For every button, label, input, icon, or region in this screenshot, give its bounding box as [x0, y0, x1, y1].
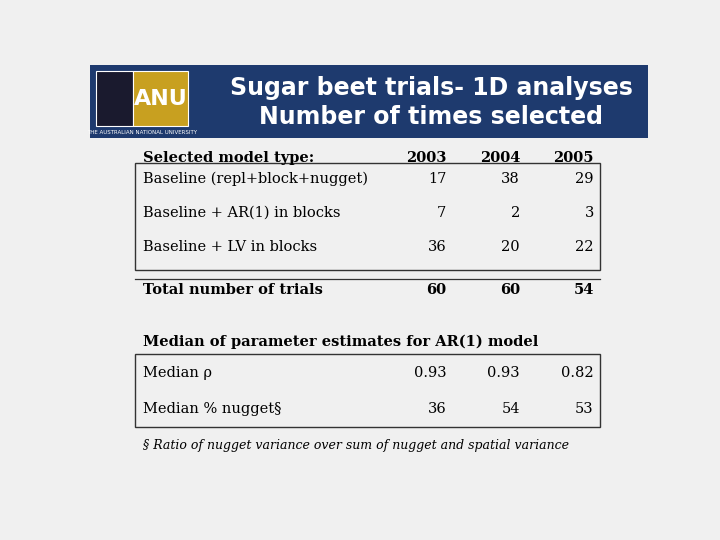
FancyBboxPatch shape [96, 71, 133, 126]
Text: Selected model type:: Selected model type: [143, 151, 314, 165]
Text: § Ratio of nugget variance over sum of nugget and spatial variance: § Ratio of nugget variance over sum of n… [143, 440, 569, 453]
Text: 29: 29 [575, 172, 594, 186]
Text: 0.93: 0.93 [487, 366, 520, 380]
Text: Total number of trials: Total number of trials [143, 282, 323, 296]
Text: 22: 22 [575, 240, 594, 254]
Text: 20: 20 [502, 240, 520, 254]
Text: 60: 60 [426, 282, 446, 296]
Text: 54: 54 [502, 402, 520, 416]
Text: Baseline + AR(1) in blocks: Baseline + AR(1) in blocks [143, 206, 340, 220]
Text: Number of times selected: Number of times selected [259, 105, 603, 129]
FancyBboxPatch shape [90, 65, 648, 138]
Text: 7: 7 [437, 206, 446, 220]
Text: 2: 2 [511, 206, 520, 220]
Text: 0.93: 0.93 [414, 366, 446, 380]
Text: Sugar beet trials- 1D analyses: Sugar beet trials- 1D analyses [230, 76, 632, 100]
Text: 54: 54 [573, 282, 594, 296]
Text: Median % nugget§: Median % nugget§ [143, 402, 281, 416]
Text: Median ρ: Median ρ [143, 366, 212, 380]
Text: 60: 60 [500, 282, 520, 296]
Text: 0.82: 0.82 [561, 366, 594, 380]
Text: 38: 38 [501, 172, 520, 186]
Text: THE AUSTRALIAN NATIONAL UNIVERSITY: THE AUSTRALIAN NATIONAL UNIVERSITY [87, 130, 197, 135]
Text: 3: 3 [585, 206, 594, 220]
Text: 53: 53 [575, 402, 594, 416]
Text: ANU: ANU [134, 89, 187, 109]
Text: 17: 17 [428, 172, 446, 186]
Text: Baseline + LV in blocks: Baseline + LV in blocks [143, 240, 317, 254]
Text: 2005: 2005 [553, 151, 594, 165]
Text: Median of parameter estimates for AR(1) model: Median of parameter estimates for AR(1) … [143, 335, 538, 349]
FancyBboxPatch shape [133, 71, 188, 126]
Text: 36: 36 [428, 240, 446, 254]
Text: Baseline (repl+block+nugget): Baseline (repl+block+nugget) [143, 172, 368, 186]
Text: 2004: 2004 [480, 151, 520, 165]
Text: 2003: 2003 [406, 151, 446, 165]
Text: 36: 36 [428, 402, 446, 416]
